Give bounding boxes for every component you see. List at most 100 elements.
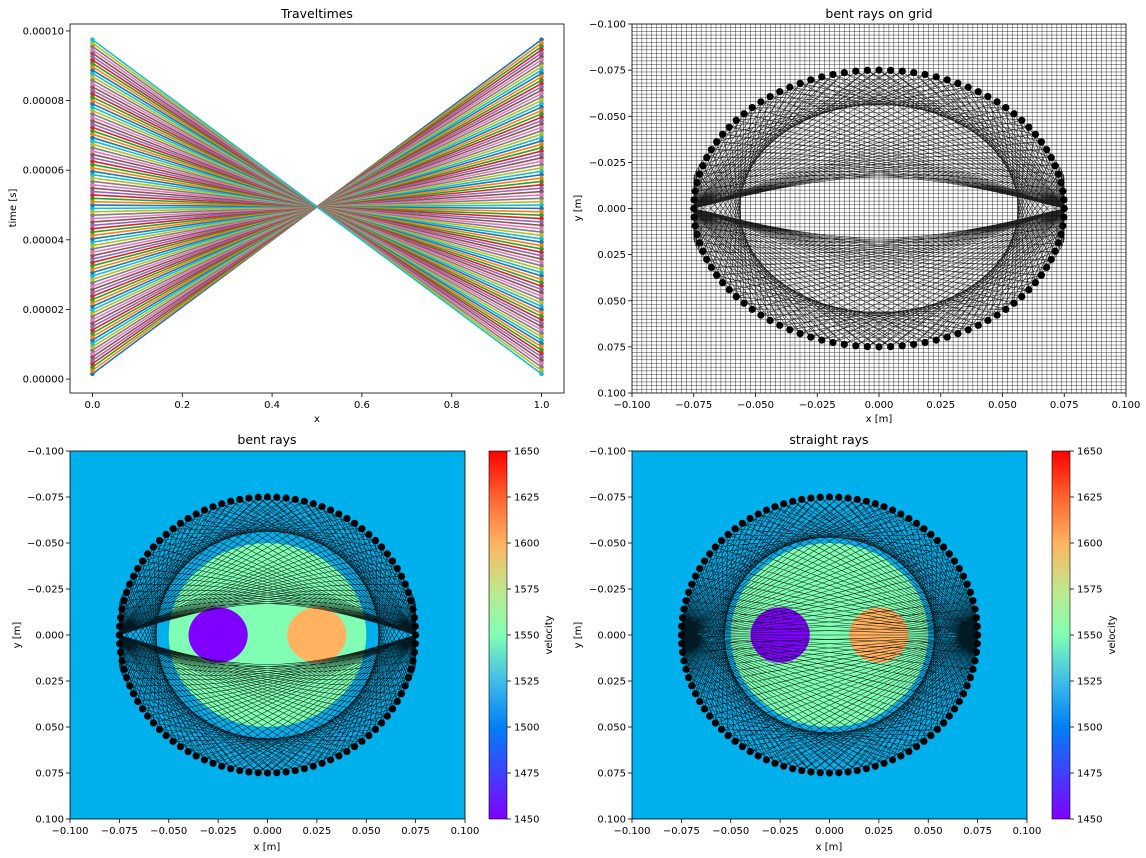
- traveltime-point: [539, 351, 544, 356]
- colorbar-tick-label: 1550: [514, 631, 539, 642]
- sensor-point: [254, 493, 262, 501]
- traveltime-point: [90, 297, 95, 302]
- sensor-point: [863, 343, 871, 351]
- traveltime-point: [90, 327, 95, 333]
- traveltime-point: [539, 337, 544, 343]
- sensor-point: [706, 712, 714, 720]
- y-tick-label: 0.075: [597, 769, 626, 780]
- sensor-point: [411, 640, 419, 648]
- traveltime-point: [90, 135, 95, 140]
- sensor-point: [943, 333, 951, 341]
- sensor-point: [282, 494, 290, 502]
- traveltime-point: [90, 334, 95, 340]
- sensor-point: [393, 697, 401, 706]
- sensor-point: [200, 756, 209, 764]
- sensor-point: [731, 525, 739, 533]
- colorbar-tick-label: 1600: [514, 539, 539, 550]
- sensor-point: [690, 204, 698, 213]
- sensor-point: [209, 759, 217, 767]
- traveltime-point: [90, 148, 95, 154]
- y-tick-label: −0.075: [589, 66, 626, 77]
- sensor-point: [840, 68, 848, 77]
- y-tick-label: 0.000: [597, 631, 626, 642]
- traveltime-point: [90, 128, 95, 134]
- sensor-point: [718, 279, 727, 287]
- sensor-point: [971, 657, 979, 665]
- traveltime-point: [90, 111, 95, 117]
- traveltime-point: [539, 297, 544, 302]
- colorbar-tick-label: 1625: [1077, 493, 1102, 504]
- xlabel-straight-rays: x [m]: [816, 842, 843, 853]
- sensor-point: [134, 564, 142, 573]
- sensor-point: [703, 153, 711, 162]
- traveltime-point: [90, 320, 95, 326]
- sensor-point: [412, 631, 420, 639]
- sensor-point: [706, 550, 714, 558]
- sensor-point: [409, 605, 417, 613]
- sensor-point: [162, 731, 170, 740]
- sensor-point: [699, 162, 707, 170]
- y-tick-label: −0.100: [589, 447, 626, 458]
- sensor-point: [410, 648, 419, 656]
- sensor-point: [365, 731, 373, 740]
- traveltime-point: [90, 67, 95, 73]
- sensor-point: [945, 550, 953, 558]
- traveltime-point: [539, 368, 544, 373]
- traveltime-point: [539, 199, 544, 204]
- colorbar-tick-label: 1450: [514, 815, 539, 826]
- sensor-point: [401, 682, 409, 690]
- sensor-point: [717, 536, 726, 545]
- x-tick-label: −0.100: [613, 826, 650, 837]
- sensor-point: [149, 543, 157, 551]
- sensor-point: [184, 747, 192, 756]
- sensor-point: [798, 495, 806, 504]
- traveltime-point: [90, 256, 95, 262]
- traveltime-point: [539, 152, 544, 157]
- traveltime-point: [539, 47, 544, 53]
- colorbar-ticks-bent: 1450 1475 1500 1525 1550 1575 1600 1625 1650: [507, 447, 539, 826]
- traveltime-point: [90, 81, 95, 86]
- y-tick-label: −0.050: [589, 539, 626, 550]
- sensor-point: [757, 311, 765, 319]
- traveltime-point: [539, 219, 544, 225]
- traveltime-point: [90, 152, 95, 157]
- sensor-point: [853, 766, 861, 775]
- sensor-point: [964, 83, 972, 91]
- sensor-point: [695, 170, 704, 178]
- x-tick-label: 0.6: [354, 400, 370, 411]
- sensor-point: [910, 68, 918, 77]
- x-tick-label: 0.8: [444, 400, 460, 411]
- traveltime-point: [90, 94, 95, 100]
- traveltime-point: [90, 361, 95, 367]
- sensor-point: [732, 116, 740, 124]
- sensor-point: [717, 725, 726, 734]
- sensor-point: [1037, 138, 1045, 146]
- traveltime-point: [539, 233, 544, 238]
- sensor-ring-bent: [115, 493, 420, 777]
- traveltime-point: [539, 293, 544, 299]
- x-tick-label: −0.025: [200, 826, 237, 837]
- traveltime-point: [90, 324, 95, 329]
- sensor-point: [945, 712, 953, 720]
- sensor-point: [844, 768, 852, 776]
- xlabel-bent-rays: x [m]: [254, 842, 281, 853]
- traveltime-point: [90, 145, 95, 150]
- sensor-point: [984, 316, 992, 325]
- y-ticks-bent-rays: −0.100 −0.075 −0.050 −0.025 0.000 0.025 0.050 0…: [27, 447, 70, 826]
- sensor-point: [862, 497, 870, 505]
- sensor-point: [955, 564, 963, 573]
- sensor-point: [129, 572, 138, 580]
- traveltime-point: [539, 64, 544, 69]
- traveltime-point: [539, 280, 544, 286]
- sensor-point: [740, 110, 748, 118]
- traveltime-point: [90, 212, 95, 218]
- traveltime-point: [90, 158, 95, 164]
- sensor-point: [738, 743, 747, 751]
- sensor-point: [871, 762, 879, 770]
- traveltime-point: [539, 182, 544, 188]
- y-tick-label: 0.050: [597, 296, 626, 307]
- sensor-point: [943, 76, 951, 84]
- sensor-point: [1002, 104, 1010, 112]
- sensor-point: [766, 92, 774, 101]
- y-ticks-traveltimes: 0.00000 0.00002 0.00004 0.00006 0.00008 0.000…: [23, 26, 70, 386]
